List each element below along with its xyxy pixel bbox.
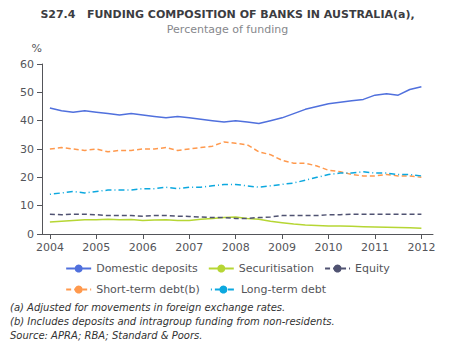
svg-text:30: 30 <box>20 143 34 156</box>
svg-text:2007: 2007 <box>175 241 203 254</box>
svg-text:60: 60 <box>20 58 34 71</box>
svg-text:2005: 2005 <box>82 241 110 254</box>
svg-text:20: 20 <box>20 171 34 184</box>
svg-text:%: % <box>32 42 42 55</box>
svg-text:Short-term debt(b): Short-term debt(b) <box>96 283 200 296</box>
svg-text:S27.4 FUNDING COMPOSITION OF: S27.4 FUNDING COMPOSITION OF BANKS IN AU… <box>40 8 414 21</box>
svg-text:(b) Includes deposits and intr: (b) Includes deposits and intragroup fun… <box>10 316 335 327</box>
svg-text:50: 50 <box>20 86 34 99</box>
svg-text:Equity: Equity <box>355 262 390 275</box>
svg-text:2011: 2011 <box>361 241 389 254</box>
svg-text:0: 0 <box>27 228 34 241</box>
svg-text:Percentage of funding: Percentage of funding <box>167 23 288 36</box>
svg-text:2004: 2004 <box>36 241 64 254</box>
svg-text:Long-term debt: Long-term debt <box>241 283 327 296</box>
svg-text:(a) Adjusted for movements in: (a) Adjusted for movements in foreign ex… <box>10 302 285 313</box>
svg-text:2009: 2009 <box>268 241 296 254</box>
svg-text:Source: APRA; RBA; Standard &: Source: APRA; RBA; Standard & Poors. <box>10 330 202 341</box>
svg-text:40: 40 <box>20 114 34 127</box>
svg-text:2012: 2012 <box>407 241 435 254</box>
svg-text:2008: 2008 <box>222 241 250 254</box>
svg-text:Domestic deposits: Domestic deposits <box>96 262 198 275</box>
svg-text:2010: 2010 <box>315 241 343 254</box>
svg-text:10: 10 <box>20 199 34 212</box>
svg-text:2006: 2006 <box>129 241 157 254</box>
svg-text:Securitisation: Securitisation <box>239 262 314 275</box>
